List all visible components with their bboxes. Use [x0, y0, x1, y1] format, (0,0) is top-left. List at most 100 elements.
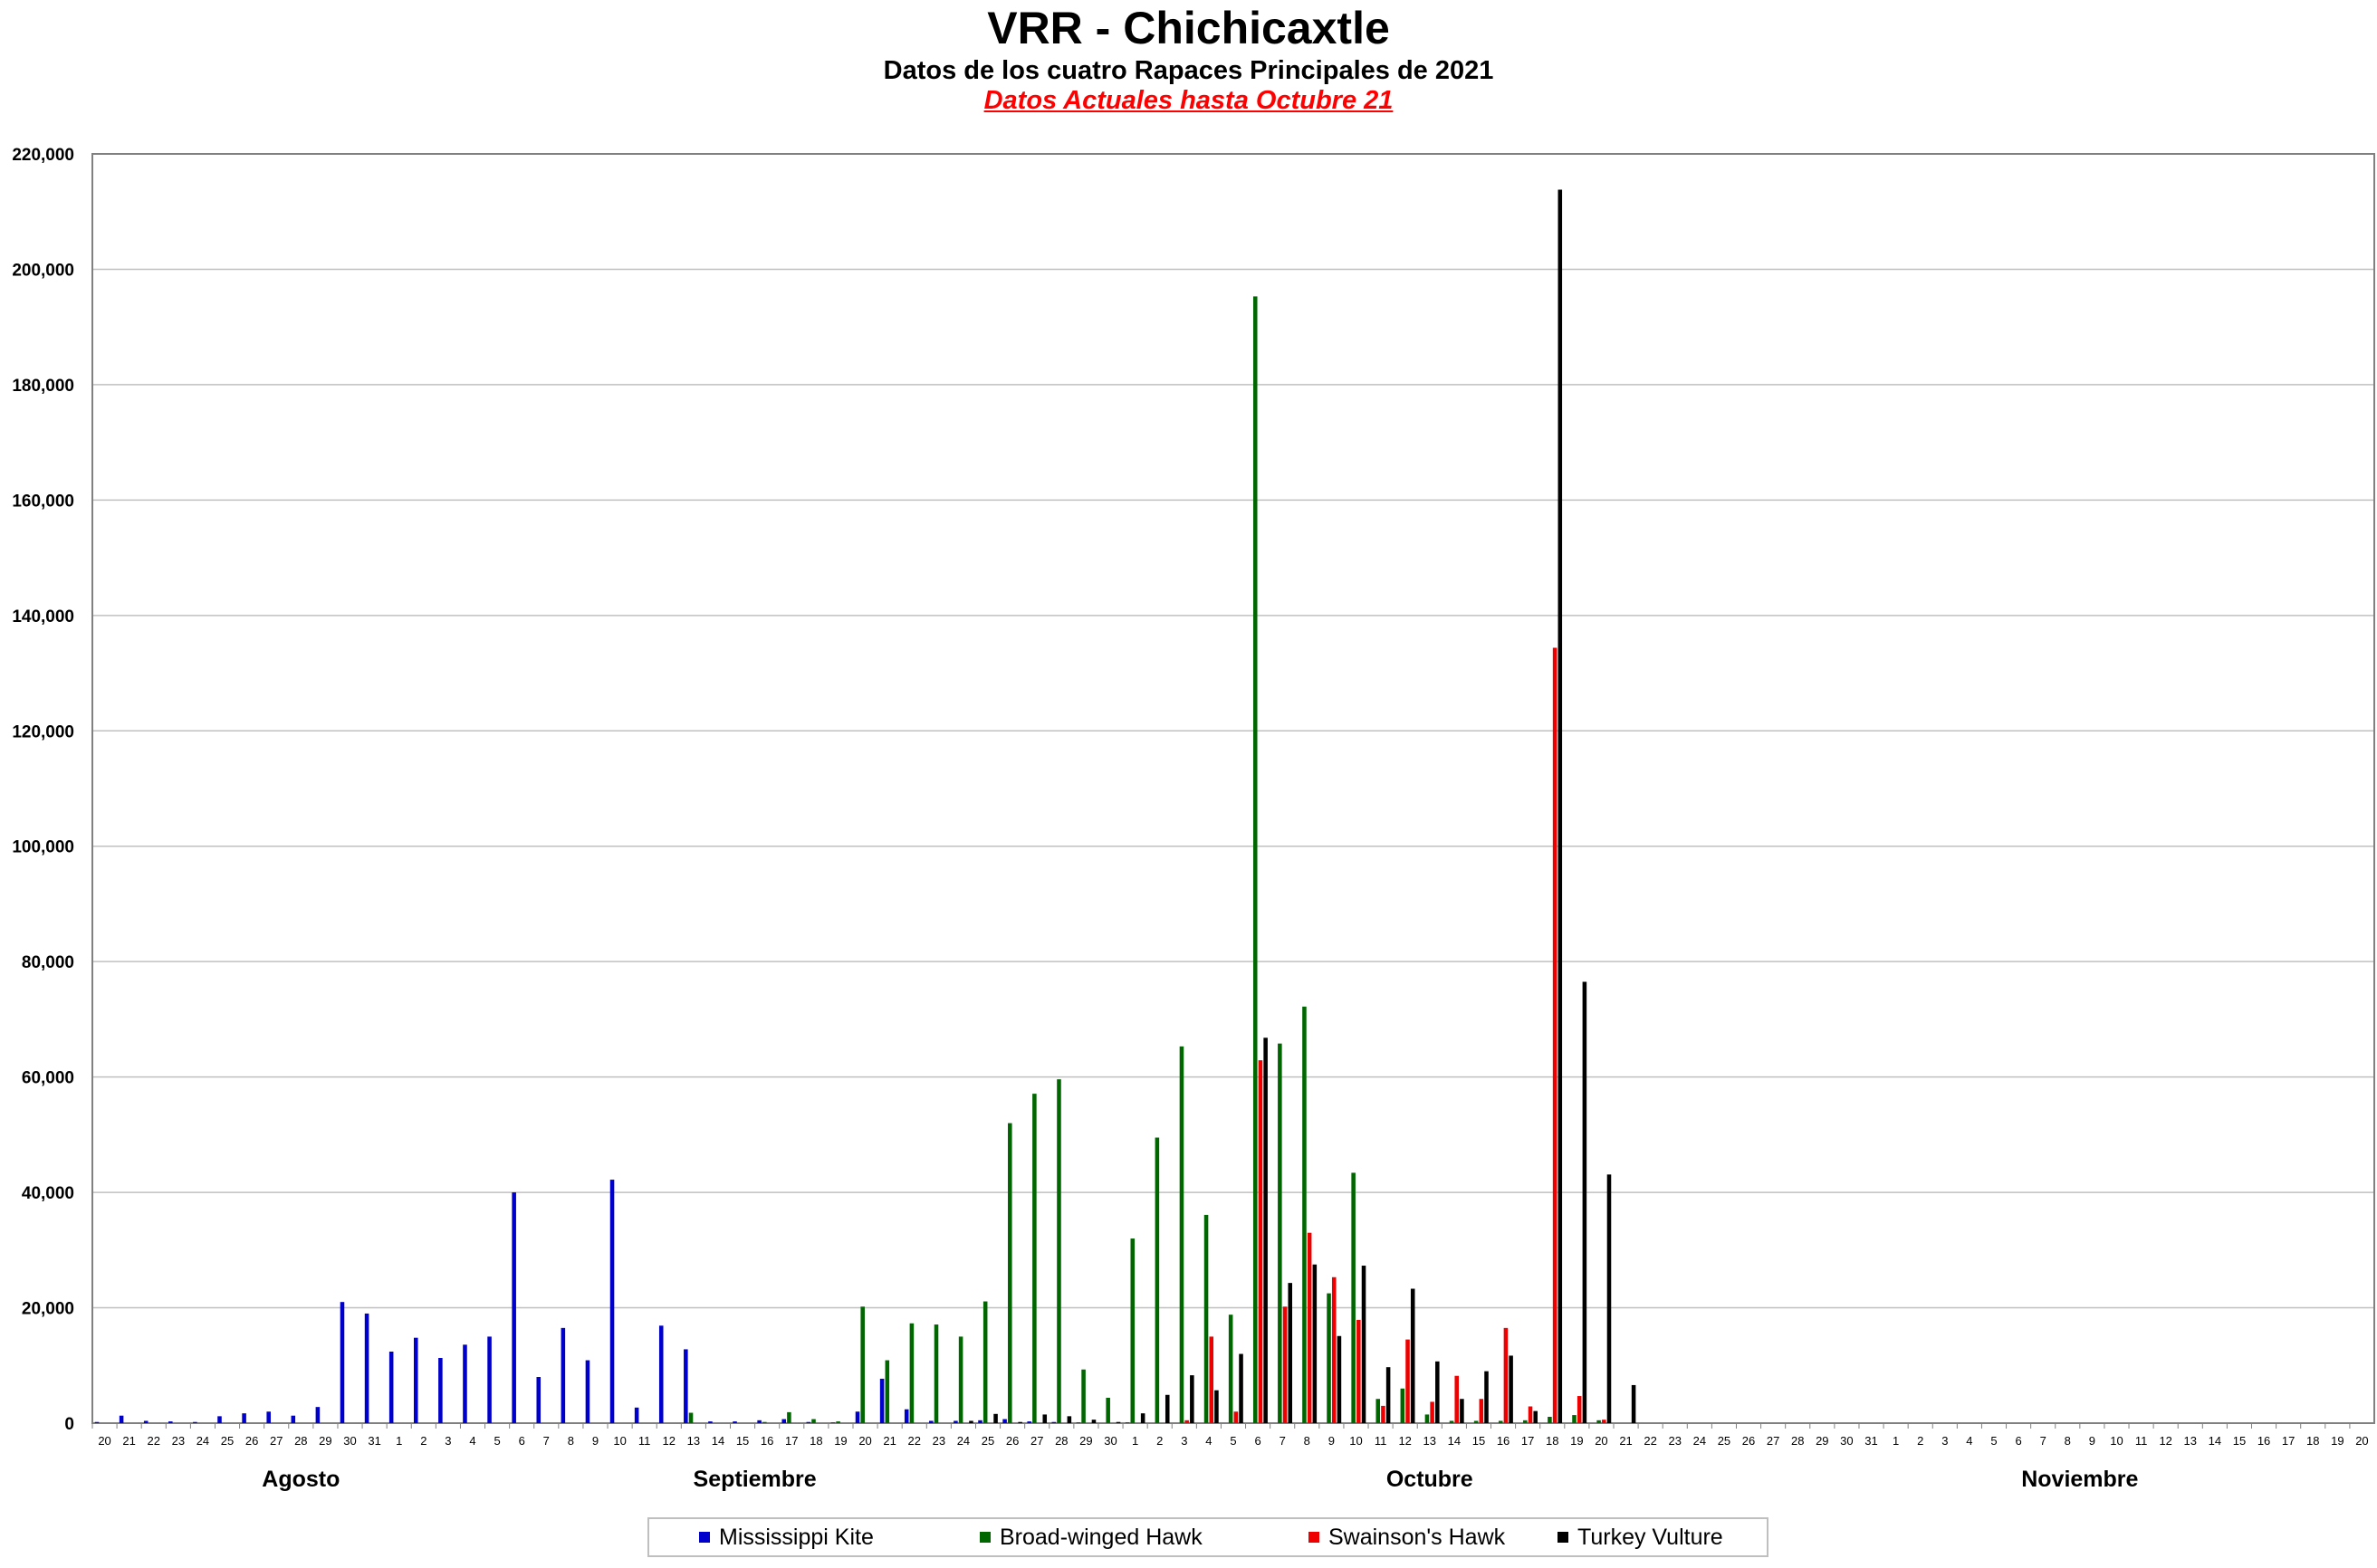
x-tick-label: 29 [319, 1434, 331, 1448]
plot-area-border [91, 153, 2375, 1424]
bar-mississippi-kite [830, 1422, 836, 1423]
bar-mississippi-kite [242, 1413, 246, 1423]
bar-broad-winged-hawk [982, 1301, 988, 1423]
x-tick-label: 15 [736, 1434, 749, 1448]
bar-broad-winged-hawk [1130, 1238, 1136, 1423]
x-tick-label: 21 [883, 1434, 896, 1448]
y-tick-label: 100,000 [12, 838, 74, 857]
legend-swatch-turkey-vulture [1558, 1532, 1568, 1543]
bar-swainson-s-hawk [1184, 1420, 1189, 1423]
bar-turkey-vulture [1435, 1361, 1440, 1423]
bar-mississippi-kite [954, 1420, 958, 1423]
x-tick-label: 1 [1893, 1434, 1899, 1448]
month-label: Octubre [1386, 1467, 1473, 1492]
bar-mississippi-kite [340, 1302, 345, 1423]
bar-mississippi-kite [217, 1416, 222, 1423]
x-tick-label: 8 [1304, 1434, 1310, 1448]
x-tick-label: 1 [396, 1434, 402, 1448]
x-tick-label: 3 [1941, 1434, 1948, 1448]
bar-broad-winged-hawk [958, 1336, 963, 1423]
bar-turkey-vulture [1312, 1264, 1318, 1423]
bar-broad-winged-hawk [1278, 1043, 1282, 1423]
bar-turkey-vulture [1484, 1371, 1489, 1423]
x-tick-label: 8 [568, 1434, 574, 1448]
bar-broad-winged-hawk [1572, 1415, 1577, 1423]
x-tick-label: 5 [1990, 1434, 1997, 1448]
bar-mississippi-kite [364, 1313, 369, 1423]
bar-broad-winged-hawk [1523, 1420, 1528, 1423]
bar-broad-winged-hawk [1351, 1172, 1356, 1423]
bar-broad-winged-hawk [1252, 296, 1258, 1423]
x-tick-label: 31 [368, 1434, 380, 1448]
bar-turkey-vulture [1361, 1266, 1366, 1423]
bar-mississippi-kite [781, 1419, 786, 1423]
bar-broad-winged-hawk [836, 1421, 840, 1423]
bar-turkey-vulture [969, 1420, 973, 1423]
bar-turkey-vulture [1337, 1335, 1342, 1423]
x-tick-label: 11 [1375, 1434, 1387, 1448]
bar-mississippi-kite [536, 1377, 542, 1423]
bar-mississippi-kite [585, 1360, 590, 1423]
bar-broad-winged-hawk [1400, 1388, 1405, 1423]
bar-broad-winged-hawk [1375, 1399, 1381, 1423]
bar-mississippi-kite [1027, 1421, 1031, 1423]
bar-mississippi-kite [1051, 1421, 1057, 1423]
x-tick-label: 31 [1864, 1434, 1877, 1448]
x-tick-label: 29 [1079, 1434, 1092, 1448]
bar-broad-winged-hawk [1473, 1420, 1479, 1423]
x-tick-label: 6 [1254, 1434, 1260, 1448]
chart-subtitle: Datos de los cuatro Rapaces Principales … [883, 56, 1494, 85]
bar-swainson-s-hawk [1552, 647, 1558, 1423]
x-tick-label: 21 [122, 1434, 135, 1448]
bar-broad-winged-hawk [934, 1324, 939, 1423]
bar-swainson-s-hawk [1602, 1420, 1606, 1423]
x-tick-label: 25 [221, 1434, 234, 1448]
bar-broad-winged-hawk [1179, 1046, 1184, 1423]
x-tick-label: 10 [1349, 1434, 1362, 1448]
bar-swainson-s-hawk [1430, 1401, 1434, 1423]
x-tick-label: 22 [908, 1434, 921, 1448]
bar-turkey-vulture [1091, 1420, 1097, 1423]
bar-broad-winged-hawk [860, 1306, 865, 1423]
bar-broad-winged-hawk [1057, 1079, 1061, 1423]
x-tick-label: 9 [1328, 1434, 1335, 1448]
x-tick-label: 17 [1521, 1434, 1534, 1448]
bar-mississippi-kite [315, 1407, 321, 1423]
x-tick-label: 3 [445, 1434, 451, 1448]
x-tick-label: 6 [2015, 1434, 2021, 1448]
bar-swainson-s-hawk [1503, 1327, 1509, 1423]
y-tick-label: 40,000 [22, 1184, 74, 1203]
x-tick-label: 4 [1205, 1434, 1212, 1448]
bar-broad-winged-hawk [885, 1360, 890, 1423]
bar-turkey-vulture [1239, 1353, 1243, 1423]
bar-swainson-s-hawk [1405, 1339, 1410, 1423]
legend-label-turkey-vulture: Turkey Vulture [1577, 1524, 1723, 1550]
x-tick-label: 18 [1546, 1434, 1558, 1448]
y-tick-label: 180,000 [12, 377, 74, 396]
y-tick-label: 120,000 [12, 722, 74, 741]
bar-mississippi-kite [806, 1421, 811, 1423]
bar-turkey-vulture [1288, 1283, 1293, 1423]
x-tick-label: 18 [810, 1434, 822, 1448]
bar-mississippi-kite [1002, 1419, 1007, 1423]
x-tick-label: 11 [638, 1434, 651, 1448]
bar-swainson-s-hawk [1282, 1306, 1288, 1423]
x-tick-label: 11 [2135, 1434, 2148, 1448]
x-tick-label: 16 [1497, 1434, 1510, 1448]
x-tick-label: 15 [2233, 1434, 2246, 1448]
x-tick-label: 2 [1917, 1434, 1923, 1448]
bar-turkey-vulture [1631, 1384, 1636, 1423]
bar-mississippi-kite [413, 1337, 418, 1423]
bar-broad-winged-hawk [1106, 1397, 1110, 1423]
bar-turkey-vulture [1460, 1399, 1464, 1423]
bar-broad-winged-hawk [1081, 1369, 1086, 1423]
bar-broad-winged-hawk [787, 1411, 791, 1423]
x-tick-label: 12 [1398, 1434, 1411, 1448]
bar-swainson-s-hawk [1331, 1276, 1337, 1423]
bar-broad-winged-hawk [1327, 1293, 1331, 1423]
bar-turkey-vulture [1140, 1413, 1145, 1423]
x-tick-label: 20 [98, 1434, 110, 1448]
bar-mississippi-kite [143, 1420, 149, 1423]
x-tick-label: 4 [469, 1434, 475, 1448]
month-label: Noviembre [2021, 1467, 2138, 1492]
